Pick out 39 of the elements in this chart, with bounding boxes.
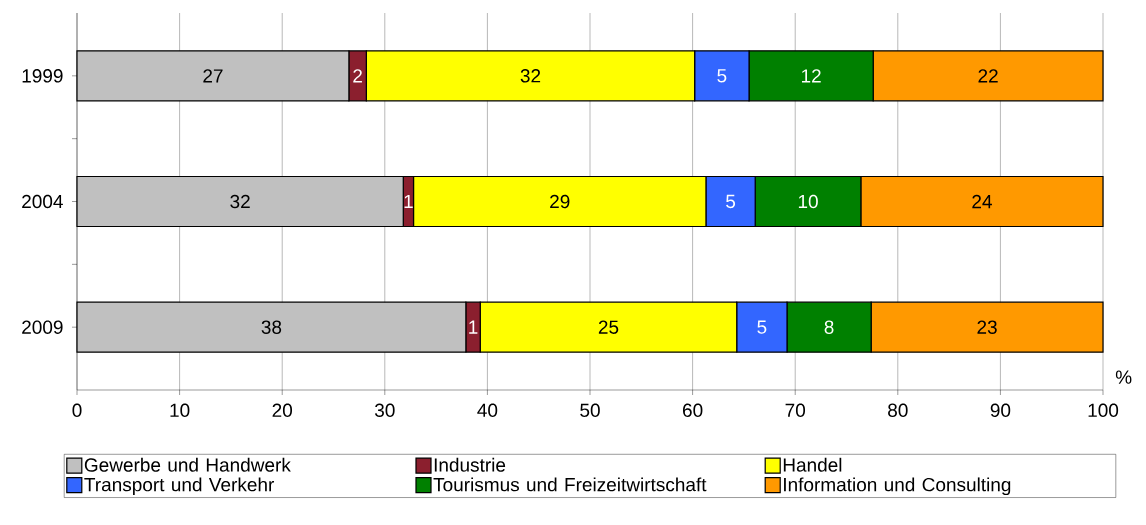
data-label: 29 <box>550 194 570 209</box>
x-tick-label: 50 <box>580 403 600 417</box>
x-tick-label: 60 <box>683 403 703 417</box>
legend-label: Tourismus und Freizeitwirtschaft <box>433 477 707 492</box>
x-tick-label: 10 <box>170 403 190 417</box>
legend-label: Transport und Verkehr <box>84 477 275 496</box>
data-label: 10 <box>798 194 818 209</box>
data-label: 5 <box>726 194 736 209</box>
x-tick-label: 90 <box>990 403 1011 417</box>
x-axis-title: % <box>1115 370 1132 384</box>
data-label: 25 <box>598 320 619 334</box>
y-tick-label: 1999 <box>22 69 63 83</box>
x-tick-label: 40 <box>477 403 498 417</box>
data-label: 38 <box>261 320 282 334</box>
data-label: 27 <box>203 69 223 83</box>
x-tick-label: 30 <box>374 403 395 417</box>
data-label: 24 <box>972 194 992 209</box>
x-tick-label: 100 <box>1088 403 1119 417</box>
data-label: 32 <box>230 194 250 209</box>
y-tick-label: 2009 <box>22 320 63 334</box>
legend-label: Information und Consulting <box>784 477 1011 496</box>
data-label: 1 <box>404 194 413 209</box>
data-label: 32 <box>520 69 541 83</box>
data-label: 5 <box>717 69 727 83</box>
data-label: 2 <box>353 69 362 83</box>
legend-label: Industrie <box>434 457 506 472</box>
x-tick-label: 0 <box>72 403 82 417</box>
y-tick-label: 2004 <box>22 194 63 209</box>
data-label: 8 <box>824 320 834 334</box>
data-label: 1 <box>469 320 478 334</box>
x-tick-label: 80 <box>888 403 908 417</box>
data-label: 12 <box>802 69 821 83</box>
data-label: 23 <box>977 320 997 334</box>
data-label: 22 <box>978 69 998 83</box>
legend-label: Handel <box>783 457 842 472</box>
legend-label: Gewerbe und Handwerk <box>84 457 291 472</box>
x-tick-label: 20 <box>272 403 293 417</box>
x-tick-label: 70 <box>785 403 806 417</box>
data-label: 5 <box>757 320 767 334</box>
